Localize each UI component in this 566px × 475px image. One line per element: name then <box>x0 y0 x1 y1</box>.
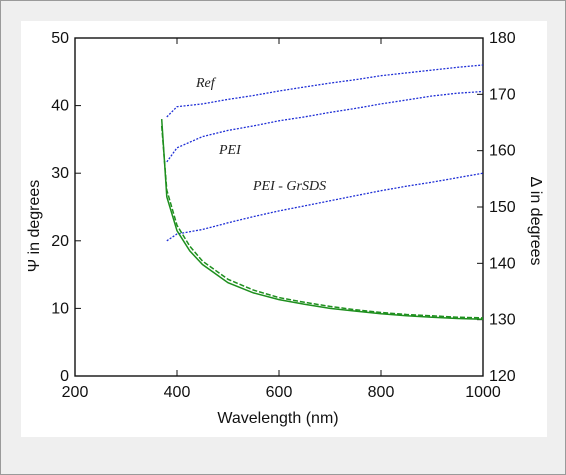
ellipsometry-chart: 200 400 600 800 1000 0 10 20 30 40 50 120 130 140 150 1… <box>26 30 544 427</box>
series-layer <box>160 64 484 320</box>
x-tick-label-2: 600 <box>266 384 293 401</box>
x-tick-label-4: 1000 <box>465 384 501 401</box>
delta-series-line-1 <box>166 90 484 163</box>
y-right-tick-label-4: 160 <box>489 143 516 160</box>
psi-series-line-0 <box>160 119 484 320</box>
series-label-pei-grsds: PEI - GrSDS <box>252 179 326 194</box>
series-label-ref: Ref <box>195 76 217 91</box>
delta-series-line-2 <box>166 172 484 242</box>
y-right-tick-label-3: 150 <box>489 199 516 216</box>
x-tick-label-0: 200 <box>62 384 89 401</box>
y-left-tick-label-5: 50 <box>51 30 69 47</box>
series-label-pei: PEI <box>218 143 242 158</box>
y-right-tick-label-6: 180 <box>489 30 516 47</box>
labels-layer: Wavelength (nm) Ψ in degrees Δ in degree… <box>26 76 544 427</box>
y-left-tick-label-2: 20 <box>51 233 69 250</box>
y-right-tick-label-2: 140 <box>489 255 516 272</box>
plot-card: 200 400 600 800 1000 0 10 20 30 40 50 120 130 140 150 1… <box>21 21 547 437</box>
y-left-tick-label-3: 30 <box>51 165 69 182</box>
y-left-tick-label-1: 10 <box>51 300 69 317</box>
x-tick-label-1: 400 <box>164 384 191 401</box>
y-right-tick-label-5: 170 <box>489 86 516 103</box>
y-right-tick-label-0: 120 <box>489 368 516 385</box>
psi-series-line-1 <box>160 125 484 319</box>
y-left-tick-label-4: 40 <box>51 98 69 115</box>
y-right-axis-title: Δ in degrees <box>527 177 544 266</box>
y-left-tick-label-0: 0 <box>60 368 69 385</box>
y-left-axis-title: Ψ in degrees <box>26 180 43 273</box>
x-tick-label-3: 800 <box>368 384 395 401</box>
plot-frame <box>74 37 484 377</box>
axes-layer: 200 400 600 800 1000 0 10 20 30 40 50 120 130 140 150 1… <box>51 30 516 401</box>
delta-series-line-0 <box>166 64 484 118</box>
x-axis-title: Wavelength (nm) <box>217 410 338 427</box>
y-right-tick-label-1: 130 <box>489 312 516 329</box>
